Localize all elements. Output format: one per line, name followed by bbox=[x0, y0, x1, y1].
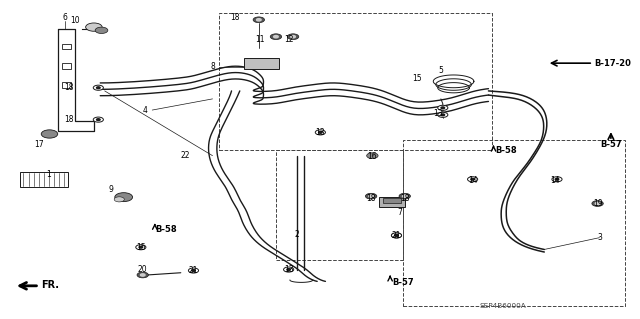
Circle shape bbox=[257, 19, 261, 21]
Circle shape bbox=[270, 34, 282, 40]
Bar bbox=[62, 82, 71, 88]
Circle shape bbox=[137, 272, 148, 278]
Text: 18: 18 bbox=[64, 83, 73, 92]
Circle shape bbox=[319, 131, 322, 133]
Text: 10: 10 bbox=[70, 16, 79, 25]
Text: 15: 15 bbox=[413, 74, 422, 83]
Circle shape bbox=[95, 27, 108, 33]
Text: 3: 3 bbox=[597, 233, 602, 242]
Text: 14: 14 bbox=[468, 176, 477, 185]
Text: 13: 13 bbox=[316, 128, 325, 137]
Text: 18: 18 bbox=[230, 13, 239, 22]
Circle shape bbox=[97, 119, 100, 121]
Text: B-17-20: B-17-20 bbox=[595, 59, 631, 68]
Bar bbox=[20, 172, 68, 187]
Circle shape bbox=[438, 112, 448, 117]
Text: 4: 4 bbox=[142, 106, 147, 115]
Circle shape bbox=[139, 246, 143, 248]
Text: 13: 13 bbox=[433, 109, 442, 118]
Bar bbox=[403, 140, 625, 306]
Text: B-57: B-57 bbox=[600, 140, 621, 149]
Circle shape bbox=[115, 193, 132, 202]
Bar bbox=[276, 150, 403, 260]
Circle shape bbox=[93, 117, 104, 122]
Circle shape bbox=[369, 195, 373, 197]
Circle shape bbox=[253, 17, 264, 23]
Circle shape bbox=[114, 197, 124, 202]
Text: 1: 1 bbox=[47, 170, 51, 179]
Text: 19: 19 bbox=[593, 199, 602, 208]
Circle shape bbox=[291, 35, 296, 38]
Circle shape bbox=[136, 245, 146, 250]
Bar bbox=[244, 58, 279, 69]
Bar bbox=[62, 44, 71, 49]
Bar bbox=[383, 198, 401, 203]
Text: 15: 15 bbox=[136, 243, 146, 252]
Circle shape bbox=[140, 274, 145, 276]
Circle shape bbox=[93, 85, 104, 90]
Circle shape bbox=[188, 268, 198, 273]
Circle shape bbox=[556, 178, 559, 180]
Text: 7: 7 bbox=[397, 208, 402, 217]
Circle shape bbox=[399, 193, 410, 199]
Text: 6: 6 bbox=[62, 13, 67, 22]
Circle shape bbox=[395, 234, 398, 236]
Circle shape bbox=[595, 202, 600, 205]
Circle shape bbox=[471, 178, 474, 180]
Circle shape bbox=[592, 201, 604, 206]
Text: 8: 8 bbox=[210, 63, 215, 71]
Circle shape bbox=[392, 233, 401, 238]
Bar bbox=[219, 13, 492, 150]
Bar bbox=[380, 197, 404, 207]
Text: 11: 11 bbox=[255, 35, 265, 44]
Circle shape bbox=[438, 105, 448, 110]
Text: 20: 20 bbox=[138, 265, 148, 274]
Text: 21: 21 bbox=[189, 266, 198, 275]
Circle shape bbox=[441, 107, 445, 109]
Text: 21: 21 bbox=[392, 231, 401, 240]
Text: FR.: FR. bbox=[41, 280, 60, 290]
Text: B-58: B-58 bbox=[495, 146, 516, 155]
Circle shape bbox=[316, 130, 325, 135]
Circle shape bbox=[192, 270, 195, 271]
Text: 14: 14 bbox=[550, 176, 560, 185]
Text: 12: 12 bbox=[284, 35, 293, 44]
Text: B-57: B-57 bbox=[392, 278, 413, 287]
Circle shape bbox=[284, 267, 294, 272]
Circle shape bbox=[392, 233, 401, 238]
Circle shape bbox=[97, 87, 100, 89]
Text: 13: 13 bbox=[284, 265, 294, 274]
Circle shape bbox=[468, 177, 477, 182]
Bar bbox=[62, 63, 71, 69]
Circle shape bbox=[441, 114, 445, 116]
Circle shape bbox=[274, 35, 278, 38]
Text: 18: 18 bbox=[400, 194, 410, 203]
Text: 22: 22 bbox=[180, 151, 190, 160]
Text: 17: 17 bbox=[35, 140, 44, 149]
Circle shape bbox=[287, 269, 291, 271]
Circle shape bbox=[287, 34, 299, 40]
Text: SEP4B6000A: SEP4B6000A bbox=[479, 303, 526, 309]
Text: 18: 18 bbox=[64, 115, 73, 124]
Circle shape bbox=[41, 130, 58, 138]
Text: 9: 9 bbox=[109, 185, 113, 194]
Circle shape bbox=[552, 177, 562, 182]
Text: 5: 5 bbox=[438, 66, 444, 75]
Circle shape bbox=[367, 153, 378, 159]
Circle shape bbox=[403, 195, 407, 197]
Text: 2: 2 bbox=[294, 230, 300, 239]
Text: B-58: B-58 bbox=[156, 225, 177, 234]
Circle shape bbox=[395, 234, 398, 236]
Circle shape bbox=[365, 193, 377, 199]
Circle shape bbox=[86, 23, 102, 31]
Text: 18: 18 bbox=[366, 194, 376, 203]
Text: 16: 16 bbox=[367, 152, 377, 161]
